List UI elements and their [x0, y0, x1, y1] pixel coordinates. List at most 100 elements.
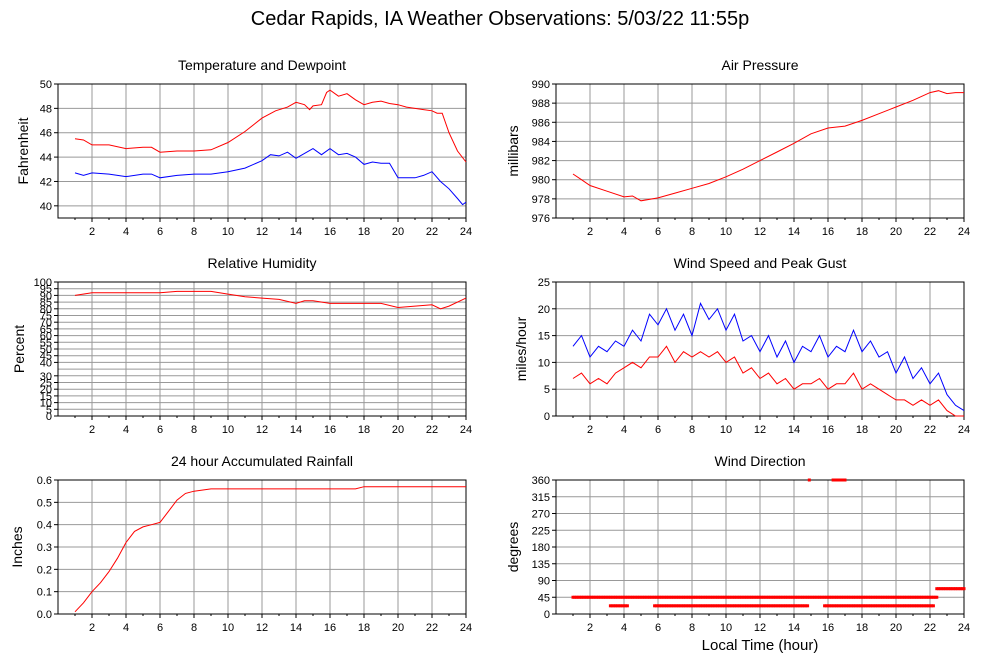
direction-point	[707, 604, 711, 608]
direction-point	[809, 595, 813, 599]
y-tick-label: 5	[544, 384, 550, 396]
direction-point	[734, 595, 738, 599]
chart-title: Wind Direction	[714, 453, 805, 469]
direction-point	[610, 604, 614, 608]
direction-point	[784, 604, 787, 608]
direction-point	[795, 604, 799, 608]
x-tick-label: 20	[392, 424, 404, 436]
direction-point	[804, 595, 808, 599]
y-tick-label: 10	[40, 398, 52, 410]
direction-point	[615, 604, 619, 608]
y-tick-label: 986	[532, 117, 550, 129]
x-tick-label: 16	[324, 424, 336, 436]
direction-point	[721, 595, 725, 599]
direction-point	[787, 604, 791, 608]
chart-pressure: 2 4 6 8 10 12 14 16 18 20 22 2497697898098298498698…	[505, 57, 970, 238]
direction-point	[755, 604, 759, 608]
direction-point	[614, 595, 617, 599]
direction-point	[654, 604, 658, 608]
direction-point	[661, 604, 665, 608]
direction-point	[952, 587, 956, 591]
direction-point	[899, 604, 903, 608]
direction-point	[795, 595, 799, 599]
direction-point	[639, 595, 643, 599]
direction-point	[785, 595, 789, 599]
y-tick-label: 980	[532, 175, 550, 187]
x-tick-label: 2	[587, 424, 593, 436]
direction-point	[897, 604, 901, 608]
direction-point	[836, 604, 840, 608]
x-tick-label: 4	[123, 424, 129, 436]
y-tick-label: 15	[40, 391, 52, 403]
direction-point	[790, 595, 794, 599]
direction-point	[625, 604, 629, 608]
direction-point	[940, 587, 944, 591]
direction-point	[590, 595, 594, 599]
direction-point	[665, 595, 668, 599]
direction-point	[894, 604, 898, 608]
direction-point	[829, 604, 833, 608]
direction-point	[624, 604, 628, 608]
y-tick-label: 976	[532, 213, 550, 225]
direction-point	[848, 604, 852, 608]
direction-point	[756, 595, 760, 599]
direction-point	[904, 604, 908, 608]
direction-point	[743, 595, 747, 599]
direction-point	[960, 587, 964, 591]
direction-point	[608, 604, 612, 608]
direction-point	[826, 604, 830, 608]
direction-point	[699, 595, 702, 599]
chart-dir: 2 4 6 8 10 12 14 16 18 20 22 2404590135180225270315…	[505, 453, 970, 634]
y-tick-label: 85	[40, 297, 52, 309]
x-tick-label: 14	[290, 424, 302, 436]
direction-point	[738, 604, 742, 608]
direction-point	[858, 604, 862, 608]
direction-point	[957, 587, 961, 591]
direction-point	[821, 595, 825, 599]
chart-title: Wind Speed and Peak Gust	[674, 255, 847, 271]
y-tick-label: 42	[40, 176, 52, 188]
direction-point	[903, 604, 906, 608]
direction-point	[682, 604, 685, 608]
y-tick-label: 15	[538, 331, 550, 343]
x-tick-label: 10	[222, 424, 234, 436]
direction-point	[865, 595, 869, 599]
direction-point	[702, 604, 706, 608]
x-tick-label: 8	[191, 226, 197, 238]
y-tick-label: 988	[532, 98, 550, 110]
direction-point	[617, 595, 621, 599]
direction-point	[792, 604, 796, 608]
direction-point	[869, 604, 872, 608]
x-tick-label: 10	[720, 226, 732, 238]
y-tick-label: 0.6	[37, 475, 52, 487]
direction-point	[829, 595, 833, 599]
y-tick-label: 20	[538, 304, 550, 316]
direction-point	[654, 595, 658, 599]
direction-point	[712, 595, 716, 599]
x-tick-label: 16	[822, 424, 834, 436]
direction-point	[671, 595, 675, 599]
direction-point	[959, 587, 963, 591]
direction-point	[838, 604, 842, 608]
direction-point	[617, 604, 621, 608]
direction-point	[801, 595, 804, 599]
direction-point	[734, 604, 738, 608]
direction-point	[857, 595, 861, 599]
direction-point	[692, 604, 696, 608]
y-tick-label: 0.3	[37, 542, 52, 554]
direction-point	[778, 595, 782, 599]
direction-point	[748, 604, 752, 608]
y-tick-label: 978	[532, 194, 550, 206]
direction-point	[948, 587, 952, 591]
direction-point	[642, 595, 646, 599]
direction-point	[746, 604, 750, 608]
direction-point	[935, 587, 939, 591]
direction-point	[729, 604, 733, 608]
direction-point	[673, 595, 677, 599]
direction-point	[889, 595, 893, 599]
direction-point	[620, 595, 624, 599]
direction-point	[831, 595, 835, 599]
x-tick-label: 10	[720, 424, 732, 436]
x-tick-label: 16	[822, 226, 834, 238]
